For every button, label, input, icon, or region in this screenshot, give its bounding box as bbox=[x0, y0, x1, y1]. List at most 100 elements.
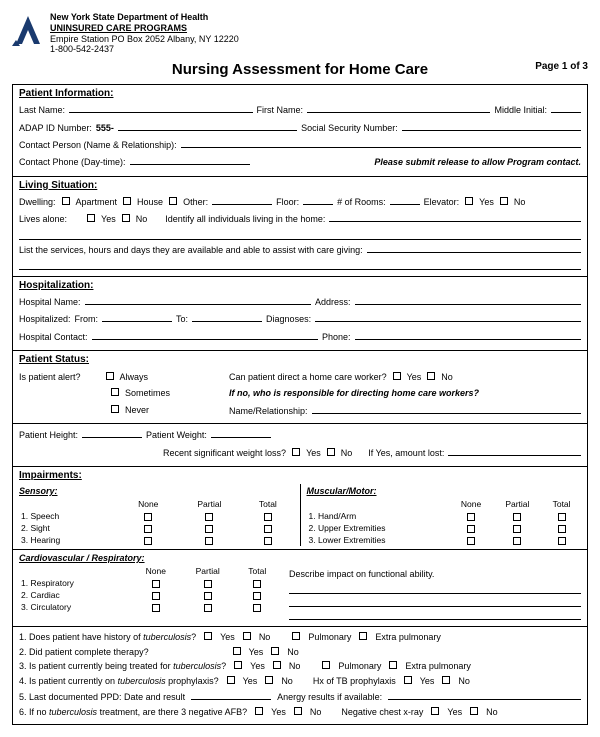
hosp-phone-field[interactable] bbox=[355, 329, 581, 340]
ssn-field[interactable] bbox=[402, 120, 581, 131]
hosp-addr-field[interactable] bbox=[355, 294, 581, 305]
services-field2[interactable] bbox=[19, 259, 581, 270]
hosp-name-field[interactable] bbox=[85, 294, 311, 305]
q2-no[interactable] bbox=[271, 647, 279, 655]
q3-no-label: No bbox=[289, 660, 301, 674]
speech-partial[interactable] bbox=[205, 513, 213, 521]
q1-extra[interactable] bbox=[359, 632, 367, 640]
q6-nc-yes[interactable] bbox=[431, 707, 439, 715]
other-field[interactable] bbox=[212, 194, 272, 205]
circ-partial[interactable] bbox=[204, 604, 212, 612]
services-field[interactable] bbox=[367, 242, 581, 253]
diag-field[interactable] bbox=[315, 311, 581, 322]
adap-field[interactable] bbox=[118, 120, 297, 131]
hearing-none[interactable] bbox=[144, 537, 152, 545]
describe-field3[interactable] bbox=[289, 609, 581, 620]
lower-none[interactable] bbox=[467, 537, 475, 545]
q3-pulm[interactable] bbox=[322, 661, 330, 669]
from-field[interactable] bbox=[102, 311, 172, 322]
hosp-addr-label: Address: bbox=[315, 295, 351, 309]
hand-partial[interactable] bbox=[513, 513, 521, 521]
describe-field2[interactable] bbox=[289, 596, 581, 607]
sight-none[interactable] bbox=[144, 525, 152, 533]
hand-total[interactable] bbox=[558, 513, 566, 521]
height-field[interactable] bbox=[82, 427, 142, 438]
q3-extra[interactable] bbox=[389, 661, 397, 669]
hand-none[interactable] bbox=[467, 513, 475, 521]
q5b-field[interactable] bbox=[388, 689, 581, 700]
hearing-partial[interactable] bbox=[205, 537, 213, 545]
resp-total[interactable] bbox=[253, 580, 261, 588]
circ-none[interactable] bbox=[152, 604, 160, 612]
apt-label: Apartment bbox=[76, 195, 118, 209]
q3-no[interactable] bbox=[273, 661, 281, 669]
resp-partial[interactable] bbox=[204, 580, 212, 588]
th-partial: Partial bbox=[177, 498, 243, 510]
q1-pulm-label: Pulmonary bbox=[308, 631, 351, 645]
last-name-field[interactable] bbox=[69, 102, 252, 113]
direct-yes-checkbox[interactable] bbox=[393, 372, 401, 380]
upper-total[interactable] bbox=[558, 525, 566, 533]
q2-yes[interactable] bbox=[233, 647, 241, 655]
q4-hx-no[interactable] bbox=[442, 676, 450, 684]
cardiac-partial[interactable] bbox=[204, 592, 212, 600]
wl-yes-checkbox[interactable] bbox=[292, 448, 300, 456]
weight-field[interactable] bbox=[211, 427, 271, 438]
always-checkbox[interactable] bbox=[106, 372, 114, 380]
describe-field1[interactable] bbox=[289, 583, 581, 594]
sometimes-checkbox[interactable] bbox=[111, 388, 119, 396]
amount-field[interactable] bbox=[448, 445, 581, 456]
q1-yes[interactable] bbox=[204, 632, 212, 640]
weightloss-label: Recent significant weight loss? bbox=[163, 446, 286, 460]
q3-yes[interactable] bbox=[234, 661, 242, 669]
house-checkbox[interactable] bbox=[123, 197, 131, 205]
contact-person-field[interactable] bbox=[181, 137, 581, 148]
lower-total[interactable] bbox=[558, 537, 566, 545]
q1-no[interactable] bbox=[243, 632, 251, 640]
q4-no[interactable] bbox=[265, 676, 273, 684]
never-checkbox[interactable] bbox=[111, 405, 119, 413]
q4-hx-yes[interactable] bbox=[404, 676, 412, 684]
to-field[interactable] bbox=[192, 311, 262, 322]
hearing-label: 3. Hearing bbox=[19, 534, 120, 546]
rooms-field[interactable] bbox=[390, 194, 420, 205]
speech-total[interactable] bbox=[264, 513, 272, 521]
upper-none[interactable] bbox=[467, 525, 475, 533]
elev-yes-checkbox[interactable] bbox=[465, 197, 473, 205]
q6-yes[interactable] bbox=[255, 707, 263, 715]
other-checkbox[interactable] bbox=[169, 197, 177, 205]
lower-partial[interactable] bbox=[513, 537, 521, 545]
q6-nc-no[interactable] bbox=[470, 707, 478, 715]
direct-no-checkbox[interactable] bbox=[427, 372, 435, 380]
q6-nc-yes-label: Yes bbox=[447, 706, 462, 720]
wl-no: No bbox=[341, 446, 353, 460]
identify-field2[interactable] bbox=[19, 229, 581, 240]
alone-no-checkbox[interactable] bbox=[122, 214, 130, 222]
resp-none[interactable] bbox=[152, 580, 160, 588]
contact-person-label: Contact Person (Name & Relationship): bbox=[19, 138, 177, 152]
q6-no[interactable] bbox=[294, 707, 302, 715]
contact-phone-field[interactable] bbox=[130, 154, 250, 165]
floor-field[interactable] bbox=[303, 194, 333, 205]
mi-field[interactable] bbox=[551, 102, 581, 113]
rooms-label: # of Rooms: bbox=[337, 195, 386, 209]
cardiac-total[interactable] bbox=[253, 592, 261, 600]
q1-pulm[interactable] bbox=[292, 632, 300, 640]
q5-field[interactable] bbox=[191, 689, 271, 700]
alone-yes-checkbox[interactable] bbox=[87, 214, 95, 222]
namerel-field[interactable] bbox=[312, 403, 581, 414]
circ-total[interactable] bbox=[253, 604, 261, 612]
identify-field[interactable] bbox=[329, 211, 581, 222]
hosp-contact-field[interactable] bbox=[92, 329, 318, 340]
apt-checkbox[interactable] bbox=[62, 197, 70, 205]
sight-total[interactable] bbox=[264, 525, 272, 533]
hearing-total[interactable] bbox=[264, 537, 272, 545]
first-name-field[interactable] bbox=[307, 102, 490, 113]
q4-yes[interactable] bbox=[227, 676, 235, 684]
wl-no-checkbox[interactable] bbox=[327, 448, 335, 456]
elev-no-checkbox[interactable] bbox=[500, 197, 508, 205]
sight-partial[interactable] bbox=[205, 525, 213, 533]
upper-partial[interactable] bbox=[513, 525, 521, 533]
cardiac-none[interactable] bbox=[152, 592, 160, 600]
speech-none[interactable] bbox=[144, 513, 152, 521]
